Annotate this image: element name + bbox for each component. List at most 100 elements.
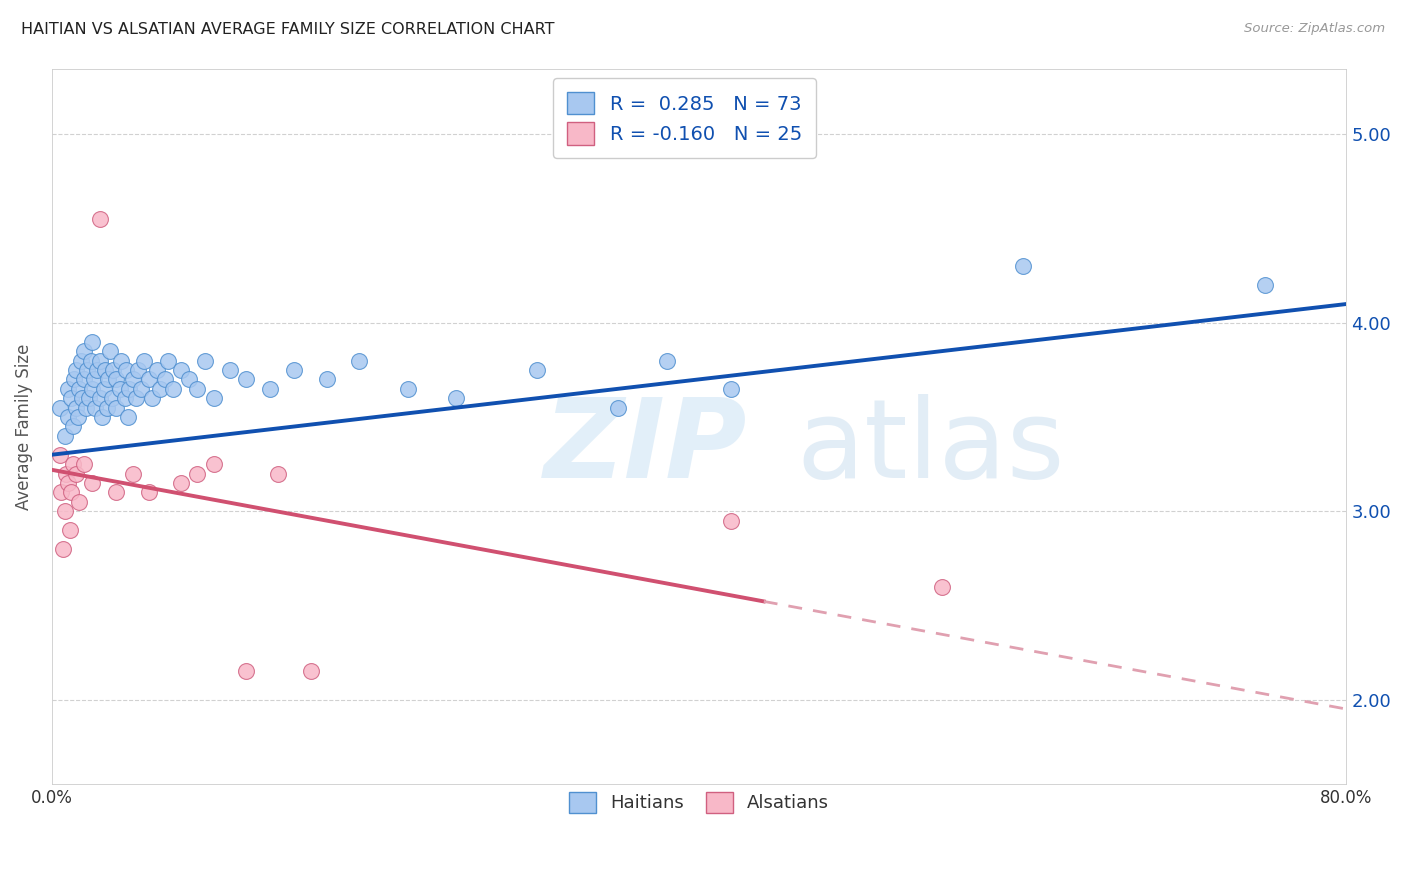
Point (75, 401, 97, 415)
Point (157, 353, 180, 368)
Point (170, 475, 193, 490)
Point (315, 372, 337, 386)
Point (89, 391, 111, 405)
Point (67, 382, 90, 396)
Point (86, 363, 108, 377)
Point (1011, 260, 1033, 274)
Point (97, 372, 120, 386)
Point (114, 391, 136, 405)
Y-axis label: Average Family Size: Average Family Size (15, 343, 32, 509)
Point (607, 401, 630, 415)
Point (720, 514, 742, 528)
Point (108, 382, 131, 396)
Point (58, 523, 80, 537)
Point (49, 448, 72, 462)
Point (56, 475, 79, 490)
Point (105, 485, 128, 500)
Point (138, 372, 160, 386)
Point (121, 372, 143, 386)
Point (446, 391, 468, 405)
Point (93, 382, 115, 396)
Point (283, 363, 305, 377)
Point (82, 334, 104, 349)
Legend: Haitians, Alsatians: Haitians, Alsatians (557, 780, 842, 825)
Text: ZIP: ZIP (544, 394, 747, 501)
Point (96, 401, 118, 415)
Point (65, 363, 87, 377)
Point (218, 363, 240, 377)
Point (52, 541, 75, 556)
Point (110, 353, 132, 368)
Point (115, 363, 138, 377)
Point (90, 410, 112, 425)
Point (149, 382, 172, 396)
Point (186, 467, 208, 481)
Point (235, 665, 257, 679)
Point (56, 410, 79, 425)
Point (63, 372, 86, 386)
Point (526, 363, 548, 377)
Point (49, 401, 72, 415)
Point (66, 410, 89, 425)
Point (105, 372, 128, 386)
Point (396, 382, 419, 396)
Text: atlas: atlas (796, 394, 1064, 501)
Point (186, 382, 208, 396)
Point (55, 467, 77, 481)
Text: Source: ZipAtlas.com: Source: ZipAtlas.com (1244, 22, 1385, 36)
Point (53, 429, 76, 443)
Point (655, 353, 678, 368)
Point (82, 475, 104, 490)
Point (76, 363, 98, 377)
Point (65, 401, 87, 415)
Point (89, 353, 111, 368)
Point (121, 467, 143, 481)
Point (129, 382, 152, 396)
Point (259, 382, 281, 396)
Point (82, 382, 104, 396)
Point (60, 391, 83, 405)
Point (202, 457, 225, 471)
Point (77, 391, 100, 405)
Point (65, 467, 87, 481)
Point (73, 372, 96, 386)
Point (347, 353, 370, 368)
Point (56, 382, 79, 396)
Point (83, 372, 105, 386)
Point (84, 401, 107, 415)
Point (67, 495, 90, 509)
Point (127, 363, 149, 377)
Point (79, 353, 101, 368)
Point (267, 467, 290, 481)
Point (138, 485, 160, 500)
Point (73, 344, 96, 359)
Point (103, 363, 125, 377)
Point (132, 353, 155, 368)
Point (153, 372, 176, 386)
Point (98, 344, 121, 359)
Point (105, 401, 128, 415)
Point (60, 485, 83, 500)
Point (162, 382, 184, 396)
Point (51, 485, 73, 500)
Text: HAITIAN VS ALSATIAN AVERAGE FAMILY SIZE CORRELATION CHART: HAITIAN VS ALSATIAN AVERAGE FAMILY SIZE … (21, 22, 554, 37)
Point (53, 504, 76, 518)
Point (62, 419, 84, 434)
Point (931, 580, 953, 594)
Point (299, 665, 322, 679)
Point (125, 391, 148, 405)
Point (62, 457, 84, 471)
Point (117, 410, 139, 425)
Point (141, 391, 163, 405)
Point (179, 372, 201, 386)
Point (94, 363, 117, 377)
Point (720, 382, 742, 396)
Point (89, 212, 111, 227)
Point (235, 372, 257, 386)
Point (100, 391, 122, 405)
Point (202, 391, 225, 405)
Point (170, 363, 193, 377)
Point (1254, 278, 1277, 293)
Point (194, 353, 217, 368)
Point (72, 391, 94, 405)
